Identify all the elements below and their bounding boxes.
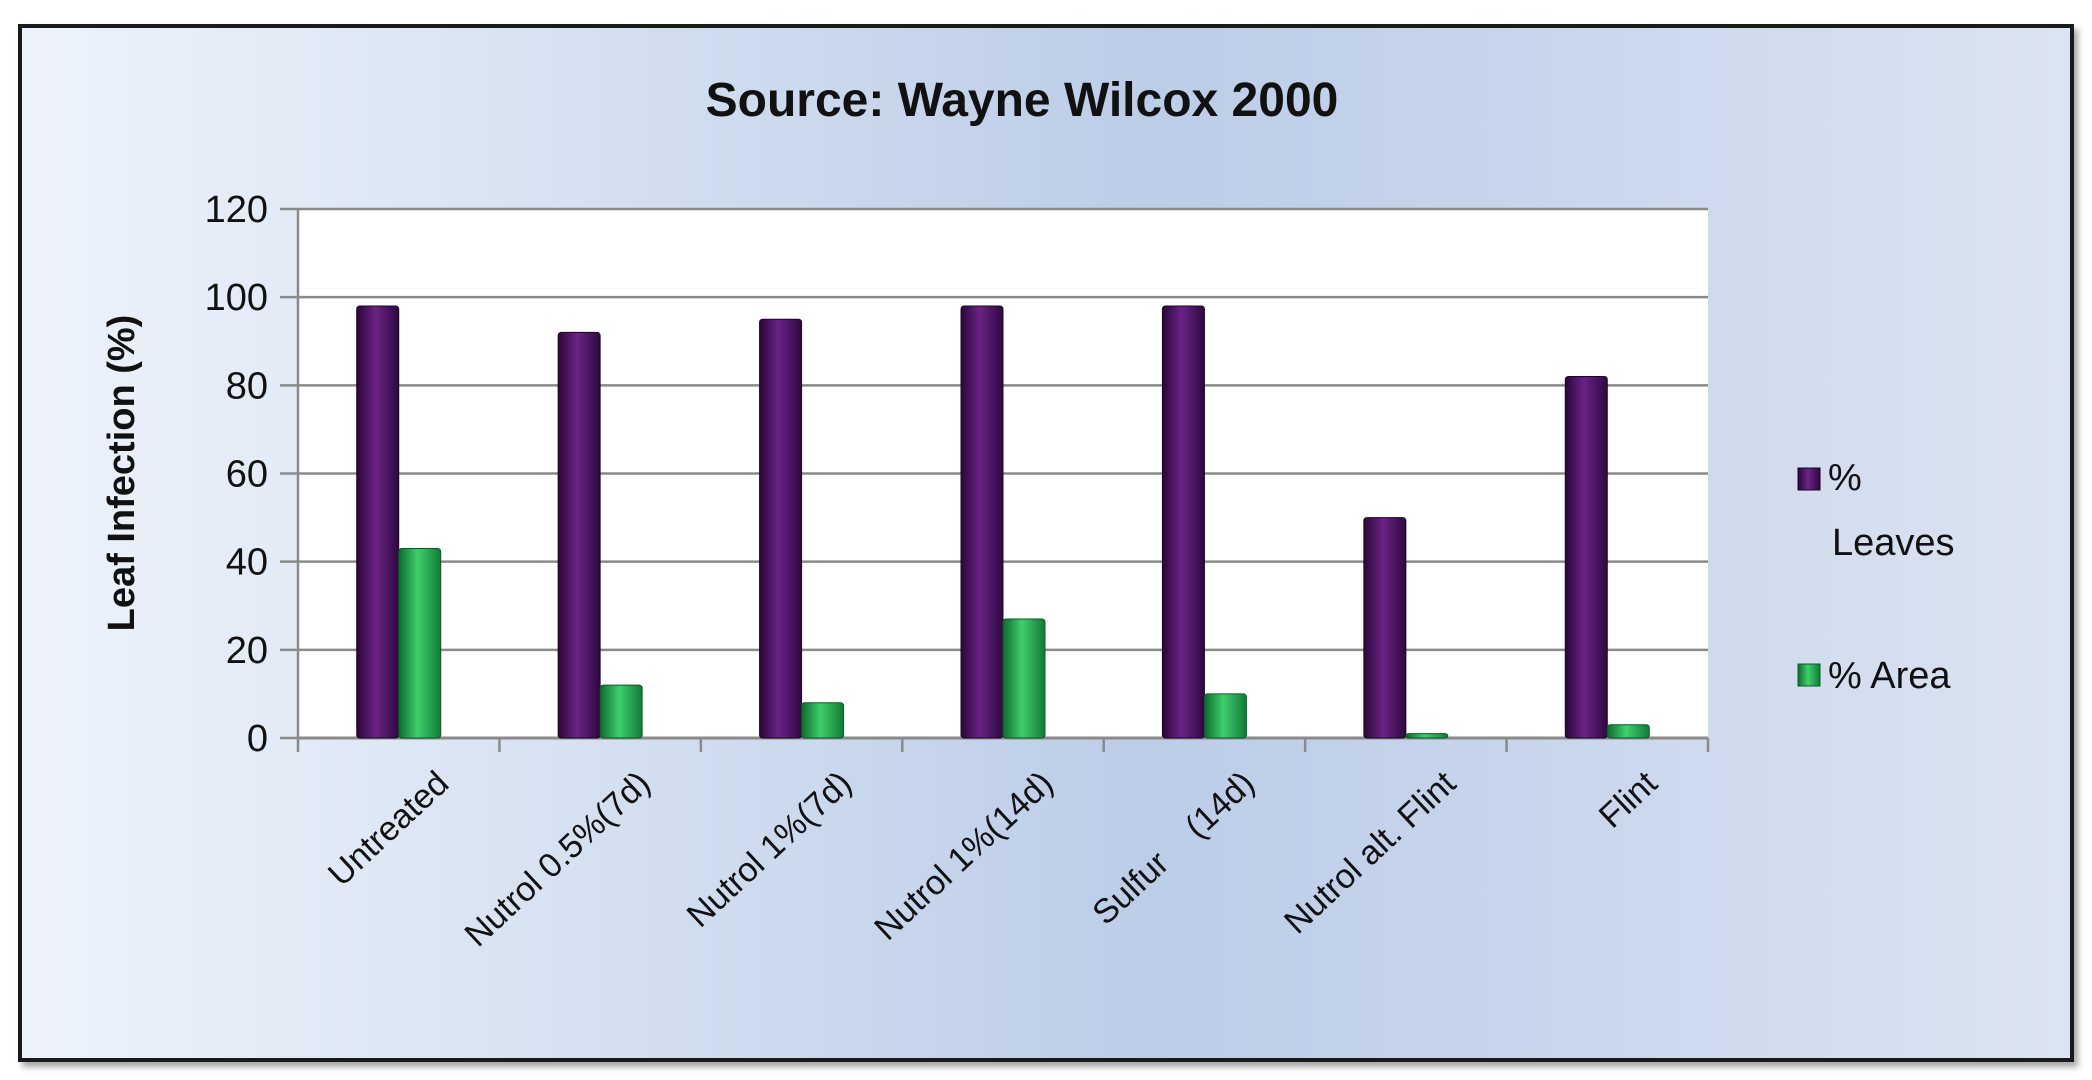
bar-area — [801, 702, 845, 739]
axes — [296, 209, 1710, 752]
bar-leaves — [1363, 517, 1407, 739]
bar-leaves — [356, 305, 400, 739]
legend-swatch-leaves — [1797, 467, 1821, 491]
bar-leaves — [960, 305, 1004, 739]
y-tick-label: 40 — [226, 542, 268, 584]
bar-leaves — [759, 318, 803, 739]
x-tick-label: Nutrol 1%(14d) — [867, 764, 1060, 948]
x-tick-label: Nutrol 0.5%(7d) — [458, 764, 658, 954]
x-tick-label: Untreated — [321, 764, 456, 894]
bar-area — [1606, 724, 1650, 739]
bar-chart: Source: Wayne Wilcox 2000 0 20 40 60 80 100 12… — [101, 74, 1955, 955]
y-tick-label: 80 — [226, 365, 268, 407]
bar-area — [398, 547, 442, 739]
bar-area — [1405, 733, 1449, 739]
legend-label-leaves-line1: % — [1828, 457, 1862, 499]
bar-area — [599, 684, 643, 739]
bar-leaves — [1161, 305, 1205, 739]
bar-area — [1203, 693, 1247, 739]
bars — [356, 305, 1650, 739]
x-tick-labels: Untreated Nutrol 0.5%(7d) Nutrol 1%(7d) Nut… — [321, 764, 1665, 955]
y-tick-labels: 0 20 40 60 80 100 120 — [205, 189, 268, 760]
y-axis-label: Leaf Infection (%) — [101, 315, 143, 632]
legend-label-leaves-line2: Leaves — [1832, 522, 1955, 564]
bar-area — [1002, 618, 1046, 739]
chart-title: Source: Wayne Wilcox 2000 — [706, 74, 1339, 127]
chart-frame: Source: Wayne Wilcox 2000 0 20 40 60 80 100 12… — [18, 24, 2074, 1062]
x-tick-label: Flint — [1592, 764, 1665, 836]
bar-leaves — [557, 331, 601, 739]
y-tick-label: 0 — [247, 718, 268, 760]
legend-swatch-area — [1797, 663, 1821, 687]
x-tick-label: Sulfur (14d) — [1085, 764, 1262, 932]
x-tick-label: Nutrol 1%(7d) — [680, 764, 859, 935]
y-tick-label: 20 — [226, 630, 268, 672]
y-tick-label: 60 — [226, 454, 268, 496]
y-tick-label: 100 — [205, 277, 268, 319]
x-tick-label: Nutrol alt. Flint — [1277, 764, 1464, 942]
legend: % Leaves % Area — [1797, 457, 1955, 697]
legend-label-area: % Area — [1828, 655, 1951, 697]
y-tick-label: 120 — [205, 189, 268, 231]
bar-leaves — [1564, 376, 1608, 739]
